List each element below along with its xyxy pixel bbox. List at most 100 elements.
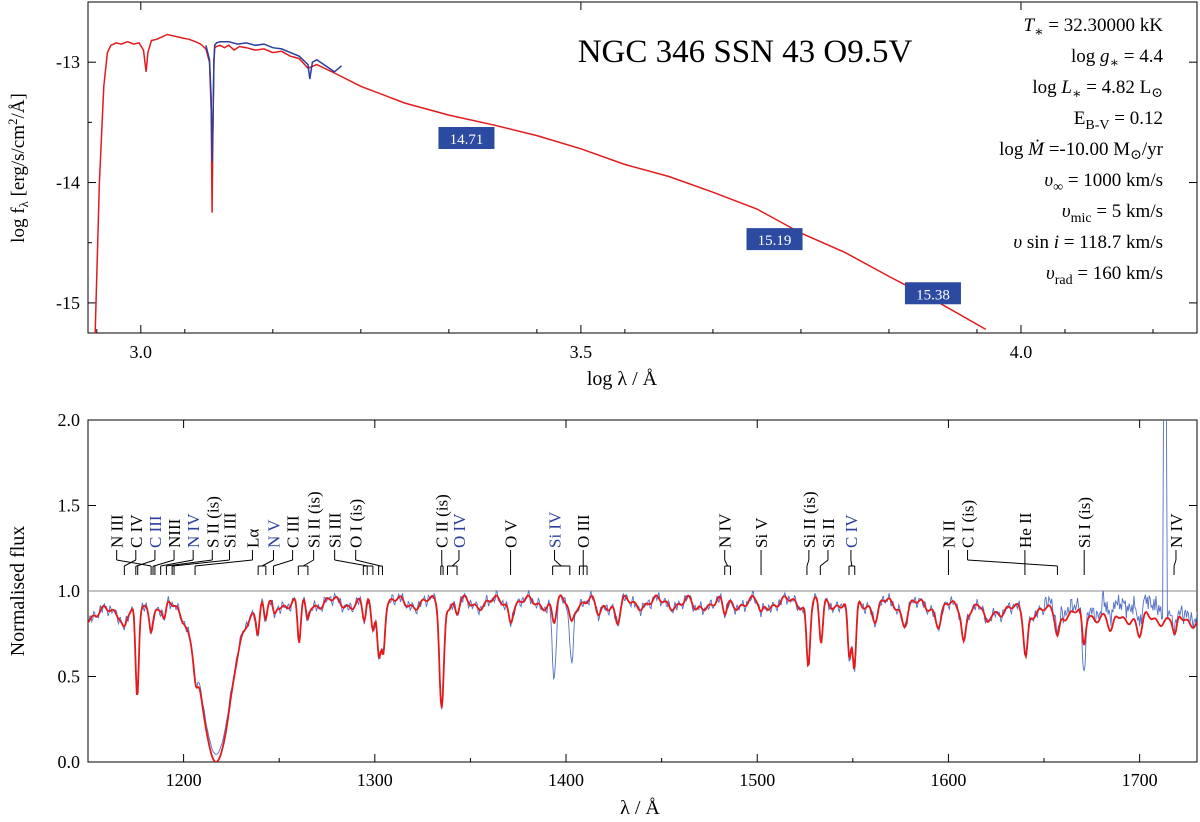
line-id: N III xyxy=(108,514,152,575)
sed-frame xyxy=(87,1,1198,334)
norm-xtick-label: 1300 xyxy=(357,770,393,790)
norm-ytick-label: 1.0 xyxy=(58,581,81,601)
sed-axis-ticks: 3.0 3.5 4.0 -13 -14 -15 xyxy=(56,1,1197,362)
line-id-label: Si II (is) xyxy=(305,491,324,548)
norm-series-observed xyxy=(88,420,1197,755)
line-id-connector xyxy=(334,559,368,567)
line-id-connector xyxy=(166,559,213,567)
line-id: C IV xyxy=(123,514,146,575)
sed-ytick-label: -14 xyxy=(56,173,80,193)
line-id-label: C IV xyxy=(127,514,146,548)
line-id: Si IV xyxy=(546,511,571,575)
line-id: N IV xyxy=(1167,513,1186,575)
line-id-label: Si IV xyxy=(546,511,565,548)
line-id-connector xyxy=(850,559,853,567)
stellar-parameters: T∗ = 32.30000 kK log g∗ = 4.4 log L∗ = 4… xyxy=(999,15,1164,288)
sed-curves xyxy=(94,33,987,333)
line-id-label: C I (is) xyxy=(959,500,978,548)
line-id-label: O IV xyxy=(450,513,469,548)
line-id-connector xyxy=(451,559,460,567)
line-id-label: He II xyxy=(1016,512,1035,548)
norm-xtick-label: 1600 xyxy=(930,770,966,790)
sed-series-model-SED xyxy=(94,33,987,333)
sed-ylabel: log fλ [erg/s/cm2/Å] xyxy=(5,93,31,243)
line-id-label: O I (is) xyxy=(347,499,366,548)
line-id-connector xyxy=(116,559,152,567)
param-ebv: EB-V = 0.12 xyxy=(1074,108,1163,133)
param-vrad: υrad = 160 km/s xyxy=(1046,263,1163,288)
photometry-label: 15.38 xyxy=(916,287,950,303)
param-logl: log L∗ = 4.82 L⊙ xyxy=(1032,77,1163,102)
line-id-label: Si I (is) xyxy=(1075,497,1094,548)
line-id-connector xyxy=(554,559,562,567)
line-identifications: N III C IV C III NIII N IV S II (is)Si III Lα N… xyxy=(108,491,1186,575)
line-id: S II (is) xyxy=(165,496,222,575)
line-id: C III xyxy=(272,515,303,575)
line-id-label: Lα xyxy=(243,529,262,548)
line-id: C II (is) xyxy=(433,494,452,575)
line-id-label: N II xyxy=(939,520,958,548)
line-id-connector xyxy=(967,559,1058,567)
line-id-connector xyxy=(153,559,175,567)
norm-curves xyxy=(88,420,1197,762)
sed-xtick-label: 3.5 xyxy=(570,342,593,362)
norm-xtick-label: 1400 xyxy=(548,770,584,790)
sed-title: NGC 346 SSN 43 O9.5V xyxy=(578,34,913,70)
line-id-connector xyxy=(136,559,156,567)
line-id: NIII xyxy=(152,518,184,575)
line-id-label: N IV xyxy=(716,513,735,548)
norm-ylabel: Normalised flux xyxy=(7,526,29,657)
line-id: C IV xyxy=(842,514,861,575)
normalised-panel: 1200 1300 1400 1500 1600 17000.00.51.01.52.0 … xyxy=(7,410,1198,819)
line-id: N V xyxy=(257,519,283,575)
line-id-label: Si III xyxy=(220,512,239,548)
norm-xtick-label: 1700 xyxy=(1122,770,1158,790)
sed-panel: 3.0 3.5 4.0 -13 -14 -15 14.71 15.19 15.38 NGC 3… xyxy=(5,1,1198,390)
norm-ytick-label: 0.5 xyxy=(58,667,81,687)
norm-ytick-label: 1.5 xyxy=(58,496,81,516)
line-id-label: Si II xyxy=(819,518,838,548)
line-id-label: Si III xyxy=(326,512,345,548)
line-id: Si II xyxy=(819,518,838,575)
line-id: C I (is) xyxy=(959,500,1058,575)
norm-ytick-label: 0.0 xyxy=(58,752,81,772)
line-id: Lα xyxy=(194,529,262,575)
line-id-label: C II (is) xyxy=(433,494,452,548)
line-id: N IV xyxy=(160,513,203,575)
param-vinf: υ∞ = 1000 km/s xyxy=(1044,170,1163,195)
norm-axis-ticks: 1200 1300 1400 1500 1600 1700 0.0 0.5 1.0 1.5 2.0 xyxy=(58,410,1197,790)
line-id-label: O III xyxy=(574,514,593,548)
param-vmic: υmic = 5 km/s xyxy=(1062,201,1163,226)
line-id: N II xyxy=(939,520,958,575)
line-id: He II xyxy=(1016,512,1035,575)
line-id-connector xyxy=(820,559,829,567)
photometry-box xyxy=(904,282,961,305)
norm-xtick-label: 1500 xyxy=(739,770,775,790)
sed-xlabel: log λ / Å xyxy=(587,368,658,390)
line-id-connector xyxy=(124,559,137,567)
line-id: Si II (is) xyxy=(800,491,819,575)
line-id-label: N III xyxy=(108,514,127,548)
line-id-label: O V xyxy=(502,519,521,548)
line-id-connector xyxy=(273,559,293,567)
line-id-connector xyxy=(173,559,230,567)
param-mdot: log Ṁ =-10.00 M⊙/yr xyxy=(999,139,1164,163)
line-id: O I (is) xyxy=(347,499,383,575)
sed-ytick-label: -15 xyxy=(56,293,80,313)
norm-xtick-label: 1200 xyxy=(166,770,202,790)
param-vsini: υ sin i = 118.7 km/s xyxy=(1013,232,1163,253)
line-id-connector xyxy=(355,559,381,567)
line-id: O III xyxy=(574,514,593,575)
line-id-label: Si V xyxy=(752,517,771,548)
sed-xtick-label: 4.0 xyxy=(1010,342,1033,362)
line-id-label: S II (is) xyxy=(203,496,222,548)
norm-series-model xyxy=(88,594,1197,762)
line-id-connector xyxy=(261,559,274,567)
line-id-connector xyxy=(302,559,314,567)
line-id: O V xyxy=(502,519,521,575)
line-id: Si V xyxy=(752,517,771,575)
norm-xlabel: λ / Å xyxy=(620,797,660,819)
line-id-label: C III xyxy=(146,515,165,548)
sed-series-observed xyxy=(205,40,342,163)
